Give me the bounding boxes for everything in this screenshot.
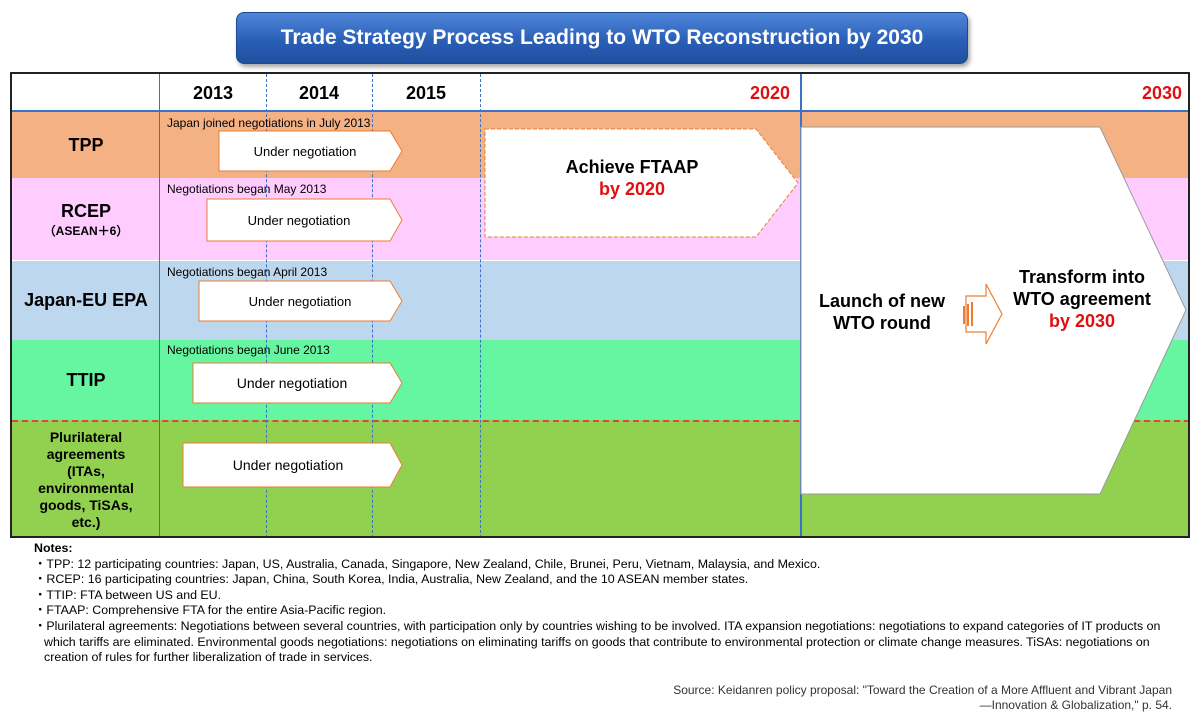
source-line-2: —Innovation & Globalization," p. 54. bbox=[979, 698, 1172, 712]
arrow-japan-eu-epa bbox=[198, 280, 403, 322]
year-2020: 2020 bbox=[749, 83, 790, 103]
note-item-rcep: ・RCEP: 16 participating countries: Japan… bbox=[34, 572, 749, 587]
note-item-plurilateral: ・Plurilateral agreements: Negotiations b… bbox=[34, 618, 1161, 665]
arrow-rcep bbox=[206, 198, 403, 242]
row-label-japan-eu-epa: Japan-EU EPA bbox=[24, 290, 148, 310]
note-item-ttip: ・TTIP: FTA between US and EU. bbox=[34, 587, 222, 602]
arrow-label-tpp: Under negotiation bbox=[253, 143, 357, 159]
arrow-label-japan-eu-epa: Under negotiation bbox=[248, 293, 352, 309]
year-2015: 2015 bbox=[405, 83, 447, 103]
transform-deadline: by 2030 bbox=[1048, 311, 1116, 331]
arrow-ftaap bbox=[484, 128, 799, 238]
note-ttip: Negotiations began June 2013 bbox=[167, 343, 330, 357]
source-citation: Source: Keidanren policy proposal: "Towa… bbox=[673, 683, 1172, 713]
row-label-rcep: RCEP （ASEAN＋6） bbox=[43, 201, 129, 238]
row-label-ttip: TTIP bbox=[66, 370, 106, 390]
arrow-label-rcep: Under negotiation bbox=[247, 212, 351, 228]
divider-2020 bbox=[480, 74, 481, 536]
row-label-plurilateral: Plurilateral agreements (ITAs, environme… bbox=[38, 429, 134, 530]
timeline-diagram: 2013 2014 2015 2020 2030 TPP RCEP （ASEAN… bbox=[10, 72, 1190, 538]
notes-heading: Notes: bbox=[34, 541, 73, 555]
arrow-plurilateral bbox=[182, 442, 403, 488]
note-item-tpp: ・TPP: 12 participating countries: Japan,… bbox=[34, 556, 821, 571]
arrow-label-ttip: Under negotiation bbox=[236, 375, 348, 391]
arrow-ttip bbox=[192, 362, 403, 404]
row-label-tpp: TPP bbox=[68, 135, 104, 155]
wto-round-label: Launch of new WTO round bbox=[819, 291, 945, 333]
notes-section: Notes: ・TPP: 12 participating countries:… bbox=[34, 541, 1184, 666]
arrow-tpp bbox=[218, 130, 403, 172]
year-2013: 2013 bbox=[192, 83, 234, 103]
note-japan-eu-epa: Negotiations began April 2013 bbox=[167, 265, 328, 279]
note-rcep: Negotiations began May 2013 bbox=[167, 182, 327, 196]
note-tpp: Japan joined negotiations in July 2013 bbox=[167, 116, 371, 130]
ftaap-deadline: by 2020 bbox=[598, 179, 666, 199]
year-2030: 2030 bbox=[1141, 83, 1182, 103]
ftaap-label: Achieve FTAAP by 2020 bbox=[532, 156, 732, 200]
note-item-ftaap: ・FTAAP: Comprehensive FTA for the entire… bbox=[34, 603, 387, 618]
year-header-row bbox=[12, 74, 1188, 112]
page-title: Trade Strategy Process Leading to WTO Re… bbox=[236, 12, 968, 64]
transform-label: Transform into WTO agreement by 2030 bbox=[1013, 267, 1151, 331]
small-arrow-icon bbox=[963, 283, 1003, 345]
divider-label-column bbox=[159, 74, 160, 536]
arrow-label-plurilateral: Under negotiation bbox=[232, 457, 344, 473]
row-sublabel-rcep: （ASEAN＋6） bbox=[43, 224, 129, 238]
source-line-1: Source: Keidanren policy proposal: "Towa… bbox=[673, 683, 1172, 697]
year-2014: 2014 bbox=[298, 83, 340, 103]
